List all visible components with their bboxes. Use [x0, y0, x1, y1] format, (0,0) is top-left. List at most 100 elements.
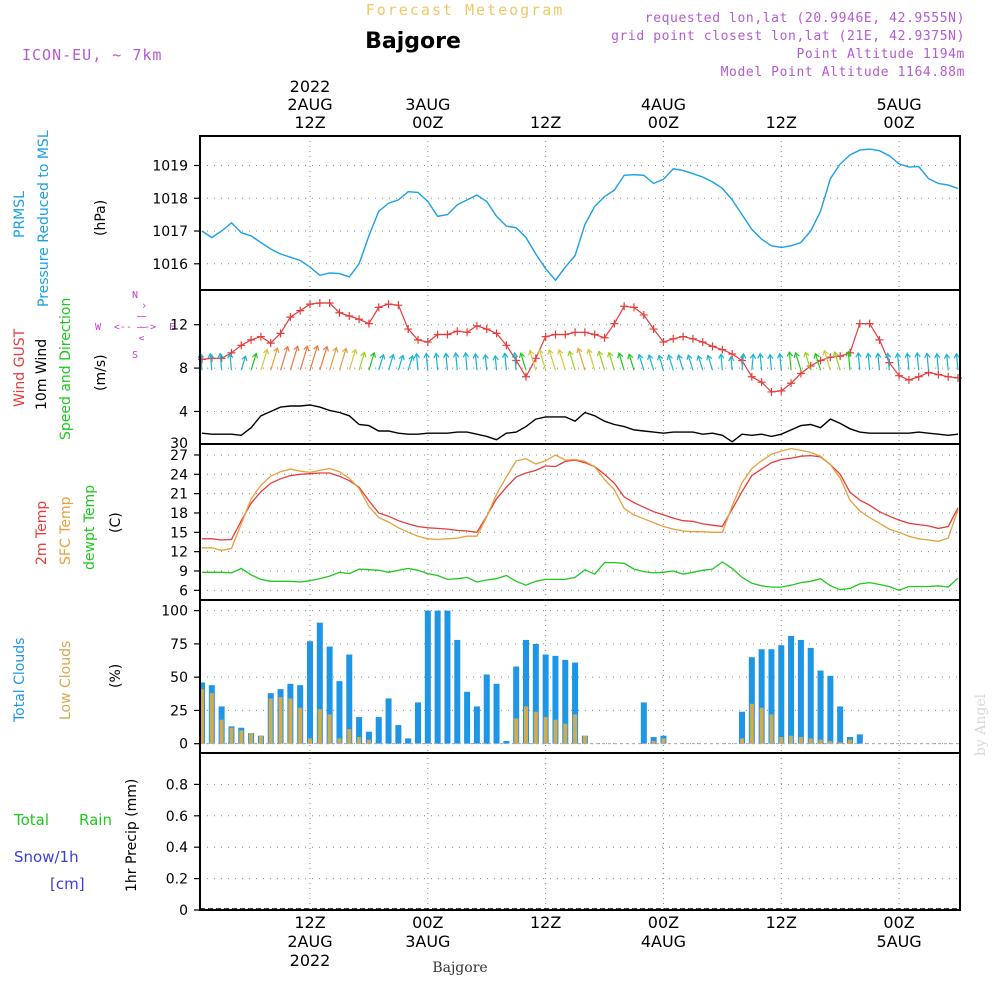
wind-direction-arrow	[823, 350, 831, 371]
low-cloud-bar	[818, 739, 823, 744]
snow-unit: [cm]	[50, 875, 85, 893]
bottom-tick-label: 00Z	[412, 913, 443, 932]
total-cloud-bar	[326, 646, 333, 744]
gust-marker	[787, 379, 796, 388]
low-cloud-bar	[661, 738, 666, 744]
wind-direction-arrow	[769, 354, 773, 371]
wind-direction-arrow	[741, 353, 745, 371]
wind-direction-arrow	[887, 353, 890, 371]
total-cloud-bar	[385, 698, 392, 744]
gust-marker	[551, 330, 560, 339]
point-altitude: Point Altitude 1194m	[796, 47, 965, 62]
low-cloud-bar	[848, 739, 852, 744]
wind-direction-arrow	[425, 353, 429, 371]
gust-marker	[610, 319, 619, 328]
gust-marker	[463, 328, 472, 337]
compass-ns-arrows: ^ | | v	[136, 303, 146, 341]
wind-direction-arrow	[877, 353, 881, 371]
low-cloud-bar	[838, 742, 843, 744]
wind-direction-arrow	[668, 354, 674, 371]
panel-background	[200, 600, 960, 753]
gust-marker	[796, 369, 805, 378]
wind-arrow-head	[217, 352, 224, 359]
wind-arrow-head	[749, 353, 757, 359]
gust-marker	[590, 330, 599, 339]
low-cloud-bar	[740, 738, 744, 744]
total-cloud-bar	[856, 734, 863, 744]
low-cloud-bar	[514, 718, 519, 744]
total-cloud-bar	[356, 717, 363, 744]
wind-arrow-head	[822, 349, 829, 356]
wind-arrow-head	[379, 353, 386, 360]
wind-arrow-head	[227, 352, 234, 359]
y-tick-label: 1017	[152, 224, 188, 240]
panel-background	[200, 444, 960, 600]
gust-marker	[934, 370, 943, 379]
wind-arrow-head	[596, 350, 603, 357]
wind-direction-arrow	[260, 349, 268, 371]
y-tick-label: 12	[170, 318, 188, 334]
total-cloud-bar	[739, 711, 745, 744]
wind-direction-arrow	[955, 353, 959, 371]
wind-arrow-head	[875, 352, 882, 359]
total-cloud-bar	[523, 639, 529, 744]
compass-north: N	[132, 290, 138, 301]
gust-marker	[286, 313, 295, 322]
total-cloud-bar	[316, 622, 323, 744]
wind-direction-arrow	[494, 355, 498, 371]
total-cloud-bar	[365, 731, 372, 744]
wind-arrow-head	[452, 351, 460, 358]
wind-arrow-head	[263, 348, 270, 355]
top-tick-label: 12Z	[530, 113, 561, 132]
wind-arrow-head	[924, 352, 931, 359]
low-cloud-bar	[258, 735, 263, 744]
sfc-temp-line	[202, 447, 959, 552]
y-tick-label: 21	[170, 487, 188, 503]
low-cloud-bar	[268, 698, 273, 744]
wind-direction-arrow	[279, 346, 289, 371]
wind-direction-arrow	[299, 346, 309, 371]
gust-marker	[404, 325, 413, 334]
low-cloud-bar	[524, 706, 528, 744]
top-tick-label: 2022	[290, 77, 331, 96]
wind-arrow-head	[313, 344, 320, 351]
wind-direction-arrow	[857, 352, 861, 371]
wind-arrow-head	[586, 348, 593, 355]
gust-marker	[384, 300, 393, 309]
low-cloud-bar	[347, 729, 352, 744]
wind-arrow-head	[492, 354, 499, 361]
grid-point-coords: grid point closest lon,lat (21E, 42.9375…	[611, 29, 965, 44]
wind-direction-arrow	[520, 353, 527, 371]
bottom-tick-label: 12Z	[294, 913, 325, 932]
wind-direction-arrow	[474, 353, 478, 371]
wind-direction-arrow	[368, 352, 375, 371]
wind-direction-arrow	[329, 347, 338, 371]
total-cloud-bar	[788, 635, 795, 744]
total-cloud-bar	[817, 670, 824, 744]
total-cloud-bar	[424, 610, 431, 744]
total-cloud-bar	[650, 737, 657, 744]
wind-arrow-head	[728, 355, 735, 362]
y-tick-label: 50	[170, 670, 188, 686]
y-tick-label: 24	[170, 467, 188, 483]
wind-arrow-head	[408, 354, 415, 361]
wind-arrow-head	[341, 347, 348, 354]
gust-marker	[865, 319, 874, 328]
panel-background	[200, 290, 960, 444]
wind-direction-arrow	[319, 346, 328, 371]
total-cloud-bar	[375, 717, 382, 744]
gust-marker	[237, 341, 246, 350]
low-cloud-bar	[543, 717, 548, 744]
prmsl-label: PRMSL	[12, 191, 28, 238]
wind-direction-arrow	[598, 351, 606, 371]
low-cloud-bar	[308, 738, 312, 744]
wind-direction-arrow	[926, 353, 930, 371]
wind-arrow-head	[389, 353, 396, 360]
wind-arrow-head	[832, 351, 839, 358]
gust-marker	[433, 330, 442, 339]
wind-direction-arrow	[415, 353, 419, 371]
wind-direction-arrow	[720, 354, 723, 371]
total-cloud-bar	[395, 725, 402, 744]
gust-marker	[364, 319, 373, 328]
